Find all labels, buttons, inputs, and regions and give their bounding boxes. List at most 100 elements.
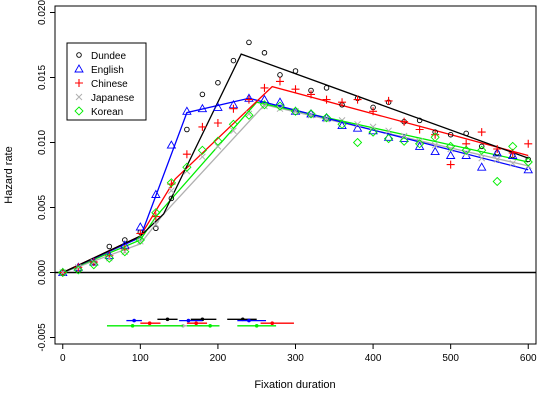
interval-center <box>186 318 191 323</box>
x-axis-title: Fixation duration <box>254 379 335 391</box>
point-japanese <box>199 153 206 161</box>
point-dundee <box>168 195 175 202</box>
point-dundee <box>447 131 454 138</box>
x-tick-label: 100 <box>132 353 149 364</box>
point-korean <box>383 133 394 144</box>
point-japanese <box>400 132 408 140</box>
point-korean <box>368 127 378 137</box>
point-japanese <box>74 263 82 271</box>
point-chinese <box>400 117 409 126</box>
interval-center <box>270 321 275 326</box>
y-tick-label: 0.020 <box>37 0 48 25</box>
point-english <box>213 102 223 111</box>
interval-center <box>147 321 152 326</box>
point-dundee <box>525 156 531 163</box>
point-japanese <box>261 102 268 110</box>
interval-center <box>194 321 198 326</box>
x-tick-label: 200 <box>210 353 227 364</box>
legend-label-korean: Korean <box>91 107 123 118</box>
point-english <box>523 164 534 174</box>
point-korean <box>352 137 363 148</box>
point-japanese <box>152 221 160 228</box>
point-japanese <box>462 149 470 157</box>
point-korean <box>58 267 68 278</box>
point-japanese <box>447 145 455 153</box>
point-english <box>182 106 192 115</box>
point-korean <box>104 253 114 263</box>
y-tick-label: 0.010 <box>37 130 48 155</box>
point-japanese <box>431 141 439 149</box>
point-dundee <box>106 243 113 250</box>
point-korean <box>89 260 99 270</box>
x-tick-label: 600 <box>520 353 537 364</box>
point-japanese <box>354 120 361 128</box>
point-japanese <box>509 159 517 167</box>
point-korean <box>151 208 161 218</box>
point-english <box>476 162 487 171</box>
point-chinese <box>353 95 362 104</box>
point-korean <box>259 100 270 110</box>
point-english <box>352 123 363 132</box>
legend-marker-english <box>74 64 84 73</box>
point-dundee <box>184 126 190 133</box>
point-japanese <box>90 258 98 266</box>
point-korean <box>477 145 487 155</box>
point-chinese <box>198 122 207 131</box>
point-dundee <box>215 79 221 86</box>
point-english <box>259 94 270 104</box>
point-english <box>507 150 518 159</box>
point-dundee <box>261 50 268 56</box>
point-dundee <box>122 237 128 243</box>
point-korean <box>399 136 409 146</box>
point-chinese <box>493 145 502 153</box>
legend-marker-korean <box>74 106 84 116</box>
interval-center <box>130 324 135 328</box>
point-chinese <box>275 77 284 86</box>
point-japanese <box>369 123 377 131</box>
point-chinese <box>291 85 300 94</box>
point-chinese <box>415 125 424 134</box>
point-korean <box>182 162 192 172</box>
point-japanese <box>136 237 144 245</box>
point-korean <box>430 132 440 142</box>
point-korean <box>446 141 456 152</box>
point-japanese <box>276 105 284 113</box>
point-korean <box>244 110 254 120</box>
legend-label-english: English <box>91 65 124 76</box>
point-chinese <box>431 130 440 139</box>
point-dundee <box>230 57 237 64</box>
point-korean <box>508 141 518 152</box>
point-korean <box>461 145 471 155</box>
y-axis: -0.005 0.000 0.005 0.010 0.015 0.020 <box>37 0 55 352</box>
point-chinese <box>229 104 238 113</box>
point-dundee <box>199 91 206 98</box>
fit-line-dundee <box>62 53 529 274</box>
point-english <box>290 106 301 115</box>
point-korean <box>523 157 533 167</box>
point-chinese <box>384 96 393 105</box>
point-english <box>166 140 177 149</box>
point-japanese <box>478 154 486 162</box>
point-chinese <box>244 95 253 104</box>
point-korean <box>306 109 316 119</box>
x-tick-label: 400 <box>365 353 382 364</box>
point-chinese <box>446 160 455 169</box>
point-dundee <box>416 117 423 124</box>
point-japanese <box>168 187 175 194</box>
point-dundee <box>478 143 485 150</box>
x-tick-label: 300 <box>287 353 304 364</box>
point-korean <box>213 136 223 146</box>
intervals <box>106 317 294 328</box>
point-korean <box>414 139 425 149</box>
legend-marker-japanese <box>75 93 83 101</box>
point-chinese <box>213 119 222 127</box>
y-tick-label: 0.005 <box>37 195 48 220</box>
point-japanese <box>245 110 253 118</box>
interval-center <box>132 318 136 323</box>
y-axis-title: Hazard rate <box>3 146 15 203</box>
point-japanese <box>214 143 222 150</box>
point-dundee <box>292 68 299 74</box>
legend-label-chinese: Chinese <box>91 79 128 90</box>
x-tick-label: 0 <box>60 353 66 364</box>
